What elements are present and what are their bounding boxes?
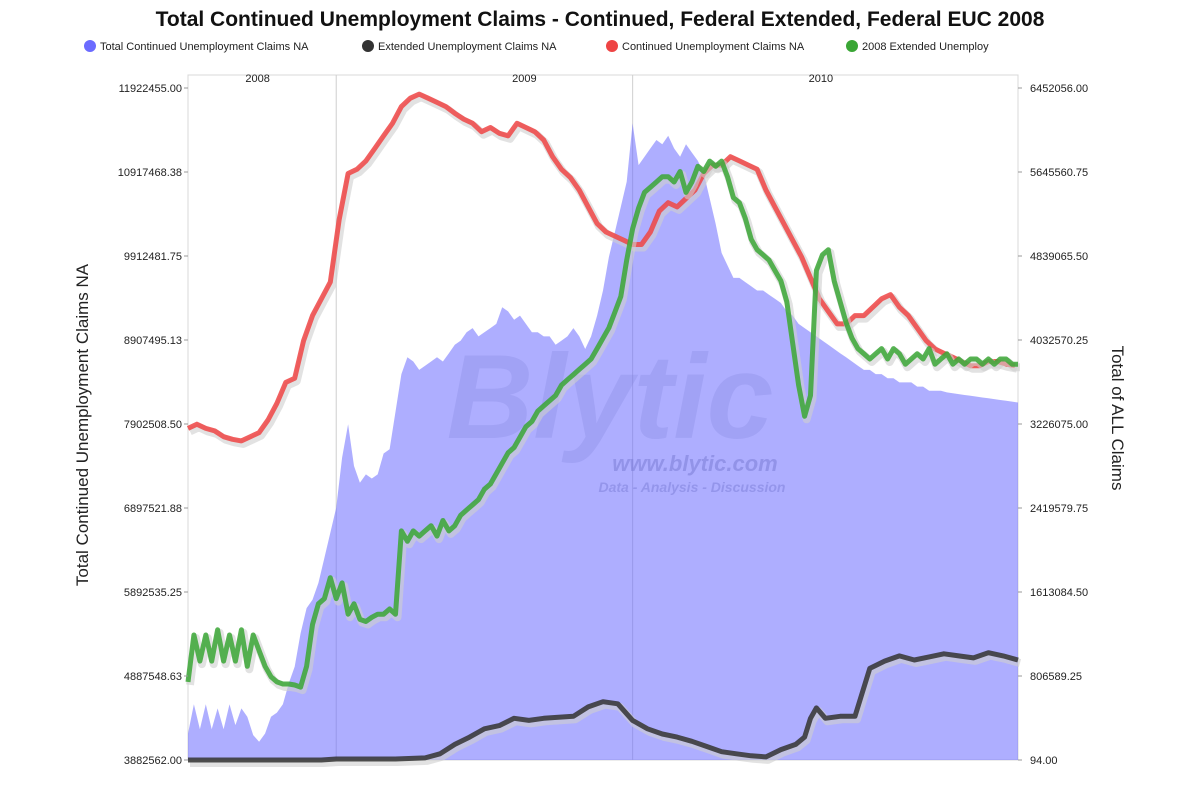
legend-label: Total Continued Unemployment Claims NA bbox=[100, 41, 309, 53]
plot-area: 200820092010Blyticwww.blytic.comData - A… bbox=[185, 73, 1022, 767]
year-label: 2009 bbox=[512, 73, 536, 85]
chart-title: Total Continued Unemployment Claims - Co… bbox=[156, 8, 1045, 31]
legend-label: 2008 Extended Unemploy bbox=[862, 41, 989, 53]
series-line-continued-unemployment-claims-na bbox=[186, 91, 1016, 444]
left-tick-label: 11922455.00 bbox=[119, 83, 182, 95]
right-tick-label: 806589.25 bbox=[1030, 671, 1082, 683]
year-label: 2010 bbox=[809, 73, 833, 85]
series-line-2008-extended-unemploy bbox=[185, 158, 1018, 690]
left-tick-label: 5892535.25 bbox=[124, 587, 182, 599]
left-tick-label: 9912481.75 bbox=[124, 251, 182, 263]
series-shadow bbox=[190, 651, 1022, 767]
right-tick-label: 1613084.50 bbox=[1030, 587, 1088, 599]
right-tick-label: 6452056.00 bbox=[1030, 83, 1088, 95]
right-tick-label: 2419579.75 bbox=[1030, 503, 1088, 515]
left-tick-label: 8907495.13 bbox=[124, 335, 182, 347]
right-tick-label: 5645560.75 bbox=[1030, 167, 1088, 179]
left-tick-label: 6897521.88 bbox=[124, 503, 182, 515]
legend: Total Continued Unemployment Claims NA Ex… bbox=[84, 40, 989, 53]
right-tick-label: 4839065.50 bbox=[1030, 251, 1088, 263]
legend-marker bbox=[606, 40, 618, 52]
left-tick-label: 3882562.00 bbox=[124, 755, 182, 767]
legend-marker bbox=[84, 40, 96, 52]
legend-label: Continued Unemployment Claims NA bbox=[622, 41, 805, 53]
left-tick-label: 10917468.38 bbox=[118, 167, 182, 179]
axes: 3882562.00 4887548.63 5892535.25 6897521.88… bbox=[118, 83, 1088, 767]
right-tick-label: 4032570.25 bbox=[1030, 335, 1088, 347]
legend-marker bbox=[362, 40, 374, 52]
legend-label: Extended Unemployment Claims NA bbox=[378, 41, 557, 53]
y-axis-title-left: Total Continued Unemployment Claims NA bbox=[73, 263, 92, 586]
left-tick-label: 4887548.63 bbox=[124, 671, 182, 683]
series-line-extended-unemployment-claims-na bbox=[188, 650, 1019, 763]
left-tick-label: 7902508.50 bbox=[124, 419, 182, 431]
right-tick-label: 3226075.00 bbox=[1030, 419, 1088, 431]
year-label: 2008 bbox=[245, 73, 269, 85]
right-tick-label: 94.00 bbox=[1030, 755, 1058, 767]
y-axis-title-right: Total of ALL Claims bbox=[1108, 346, 1127, 491]
legend-marker bbox=[846, 40, 858, 52]
